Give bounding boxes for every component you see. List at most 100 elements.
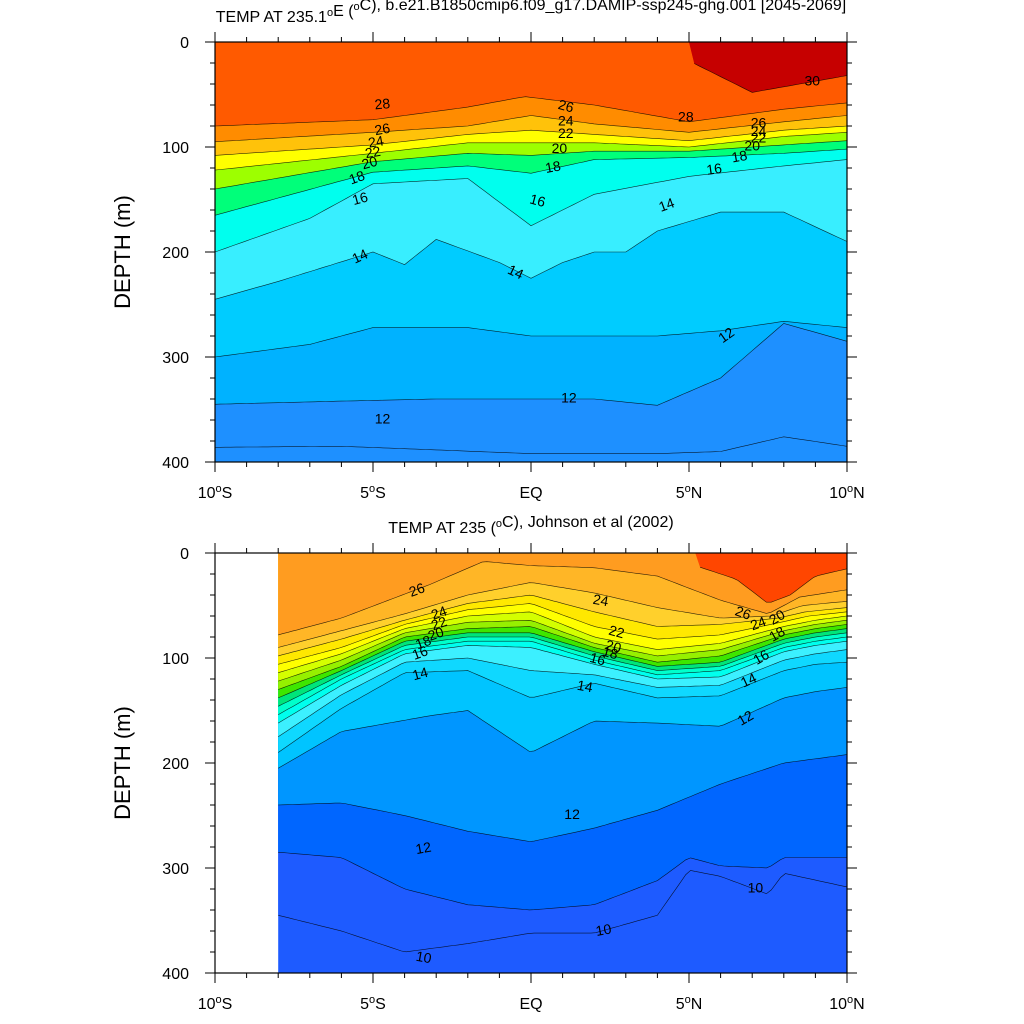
isotherm-line — [278, 603, 848, 665]
contour-label: 22 — [751, 129, 767, 145]
contour-label: 10 — [748, 880, 764, 896]
title-text: C), Johnson et al (2002) — [502, 514, 674, 531]
isotherm-line — [278, 632, 848, 707]
isotherm-line — [278, 624, 848, 690]
contour-label: 28 — [678, 108, 694, 124]
contour-label: 12 — [414, 839, 432, 857]
y-tick-label: 100 — [162, 651, 189, 668]
x-tick-label: 10oS — [198, 994, 233, 1013]
contour-label: 12 — [561, 390, 577, 406]
contour-label: 26 — [557, 96, 576, 116]
contour-label: 22 — [364, 143, 382, 161]
y-axis-label: DEPTH (m) — [110, 706, 135, 820]
contour-label: 26 — [733, 602, 753, 622]
title-superscript: o — [496, 518, 502, 530]
isotherm-line — [215, 436, 848, 454]
y-tick-label: 400 — [162, 966, 189, 983]
isotherm-line — [278, 582, 848, 648]
isotherm-line — [278, 754, 848, 842]
isotherm-line — [214, 125, 848, 156]
contour-label: 26 — [407, 579, 427, 599]
isotherm-line — [278, 611, 848, 673]
x-tick-label: EQ — [519, 996, 542, 1013]
contour-label: 16 — [588, 649, 607, 669]
contour-label: 12 — [734, 707, 756, 729]
isotherm-line — [214, 96, 848, 127]
chart-title: TEMP AT 235 (oC), Johnson et al (2002) — [388, 514, 673, 537]
isotherm-line — [278, 640, 848, 724]
contour-label: 16 — [350, 188, 369, 208]
isotherm-line — [278, 687, 848, 769]
isotherm-line — [214, 140, 848, 190]
isotherm-line — [278, 870, 848, 953]
isotherm-line — [214, 211, 848, 300]
y-axis-label: DEPTH (m) — [110, 195, 135, 309]
contour-label: 24 — [751, 123, 767, 139]
isotherm-line — [700, 566, 848, 603]
title-superscript: o — [327, 7, 333, 19]
fill-band — [278, 553, 847, 603]
contour-label: 14 — [576, 677, 594, 695]
contour-label: 14 — [505, 261, 526, 282]
x-tick-label: 10oN — [829, 483, 864, 502]
contour-label: 24 — [592, 591, 610, 609]
contour-label: 10 — [594, 920, 612, 938]
contour-label: 22 — [558, 125, 574, 141]
y-tick-label: 0 — [180, 546, 189, 563]
title-text: E ( — [333, 3, 354, 20]
chart-panel-2: 2624222018161424222018161426242018161412… — [110, 514, 865, 1013]
contour-label: 28 — [374, 95, 391, 112]
contour-label: 18 — [730, 147, 748, 165]
x-tick-label: 5oS — [360, 483, 386, 502]
x-tick-label: 10oN — [829, 994, 864, 1013]
contour-label: 16 — [750, 646, 772, 668]
fill-band — [215, 42, 847, 93]
contour-label: 14 — [349, 245, 370, 266]
chart-title: TEMP AT 235.1oE (oC), b.e21.B1850cmip6.f… — [216, 0, 846, 26]
y-tick-label: 300 — [162, 861, 189, 878]
x-tick-label: 5oN — [676, 994, 703, 1013]
isotherm-line — [214, 132, 848, 171]
y-tick-label: 200 — [162, 245, 189, 262]
x-tick-label: EQ — [519, 485, 542, 502]
contour-label: 18 — [601, 643, 620, 663]
contour-label: 24 — [367, 132, 385, 150]
contour-label: 20 — [766, 606, 788, 628]
title-text: TEMP AT 235.1 — [216, 9, 327, 26]
contour-label: 10 — [415, 948, 433, 966]
fill-band — [278, 553, 847, 635]
contour-label: 20 — [604, 637, 623, 657]
isotherm-line — [694, 63, 848, 93]
isotherm-line — [278, 619, 848, 682]
contour-label: 18 — [766, 623, 788, 645]
contour-label: 14 — [410, 664, 429, 684]
contour-label: 20 — [744, 138, 760, 154]
isotherm-line — [278, 628, 848, 699]
isotherm-line — [214, 148, 848, 216]
contour-label: 20 — [360, 153, 379, 173]
contour-label: 18 — [544, 157, 562, 175]
isotherm-line — [278, 649, 848, 738]
contour-label: 12 — [564, 806, 580, 822]
contour-label: 16 — [410, 642, 430, 662]
isotherm-line — [214, 323, 848, 406]
contour-label: 14 — [656, 194, 676, 214]
contour-label: 24 — [429, 602, 449, 622]
contour-label: 24 — [748, 613, 768, 633]
contour-label: 18 — [413, 632, 433, 652]
y-tick-label: 400 — [162, 455, 189, 472]
x-tick-label: 5oS — [360, 994, 386, 1013]
isotherm-line — [214, 115, 848, 143]
contour-label: 14 — [738, 669, 759, 690]
contour-label: 16 — [528, 191, 547, 211]
y-tick-label: 100 — [162, 140, 189, 157]
contour-label: 26 — [751, 115, 767, 131]
isotherm-line — [278, 636, 848, 715]
isotherm-line — [278, 594, 848, 657]
title-superscript: o — [354, 1, 360, 13]
title-text: TEMP AT 235 ( — [388, 520, 496, 537]
y-tick-label: 300 — [162, 350, 189, 367]
contour-label: 26 — [373, 120, 391, 138]
isotherm-line — [278, 661, 848, 753]
isotherm-line — [214, 159, 848, 253]
